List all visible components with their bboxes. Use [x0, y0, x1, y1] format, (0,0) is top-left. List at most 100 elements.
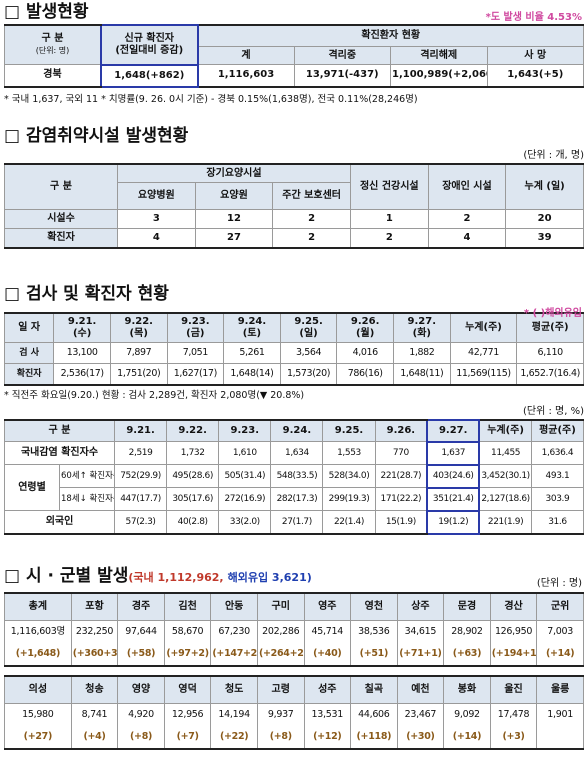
data-row: 확진자 2,536(17) 1,751(20) 1,627(17) 1,648(14) 1…	[3, 363, 584, 386]
date: 9.21.	[67, 316, 97, 327]
region-name: 청도	[210, 675, 258, 704]
data-cell: 42,771	[449, 342, 518, 364]
weekday: (월)	[355, 328, 375, 339]
data-row: 외국인 57(2.3) 40(2.8) 33(2.0) 27(1.7) 22(1.4) 15…	[4, 509, 585, 535]
region-total: 9,937	[256, 703, 305, 726]
region-total: 4,920	[117, 703, 165, 726]
total-row: 1,116,603명 232,250 97,644 58,670 67,230 202,2…	[4, 620, 584, 643]
date: 9.25.	[294, 316, 323, 327]
data-cell: 33(2.0)	[218, 510, 272, 535]
weekday: (목)	[129, 328, 148, 339]
data-cell: 15(1.9)	[374, 510, 428, 535]
region-name: 울릉	[536, 675, 584, 704]
subheader-cell: 요양병원	[117, 182, 196, 210]
data-cell: 2	[427, 209, 507, 229]
facility-table: 구 분 장기요양시설 정신 건강시설 장애인 시설 누계 (일) 요양병원 요양원 주간 보호…	[4, 163, 584, 249]
page: □ 발생현황 *도 발생 비율 4.53% 구 분 (단위: 명) 신규 확진자 (전일대…	[3, 2, 585, 750]
region-name: 예천	[396, 675, 445, 704]
data-cell: 40(2.8)	[166, 510, 220, 535]
region-change: (+12)	[303, 726, 352, 750]
date-header: 9.21. (수)	[53, 312, 111, 343]
data-cell: 1,627(17)	[166, 363, 225, 386]
data-cell: 282(17.3)	[270, 487, 324, 511]
weekday: (일)	[299, 328, 318, 339]
weekday: (토)	[242, 328, 262, 339]
region-total: 12,956	[163, 703, 212, 726]
region-change: (+147+2)	[210, 643, 258, 667]
header-cell: 9.24.	[270, 419, 324, 442]
data-cell: 752(29.9)	[113, 464, 168, 488]
name-row: 총계 포항 경주 김천 안동 구미 영주 영천 상주 문경 경산 군위	[4, 592, 584, 621]
date-header: 9.25. (일)	[279, 312, 338, 343]
overseas-count: 해외유입 3,621)	[227, 571, 312, 584]
data-cell: 7,897	[109, 342, 168, 364]
data-cell: 2	[349, 228, 429, 249]
title-text: □ 발생현황	[4, 2, 89, 22]
section-title: □ 감염취약시설 발생현황	[4, 124, 584, 148]
header-cell: 장애인 시설	[427, 163, 507, 210]
data-cell: 221(1.9)	[478, 510, 532, 535]
data-cell: 19(1.2)	[426, 509, 481, 535]
header-cell: 장기요양시설	[117, 163, 351, 183]
data-cell: 1,882	[392, 342, 451, 364]
region-change	[536, 726, 584, 750]
header-text: 신규 확진자	[124, 32, 174, 44]
overseas-note: * ( )해외유입	[523, 308, 582, 319]
region-table: 의성 청송 영양 영덕 청도 고령 성주 칠곡 예천 봉화 울진 울릉 15,980 8,741 4,920…	[4, 675, 584, 750]
header-cell: 9.23.	[218, 419, 272, 442]
header-cell: 일 자	[3, 312, 55, 343]
region-total: 14,194	[210, 703, 258, 726]
data-cell: 495(28.6)	[166, 464, 220, 488]
subheader-cell: 요양원	[194, 182, 274, 210]
region-name: 울진	[489, 675, 538, 704]
data-cell: 403(24.6)	[426, 463, 481, 489]
region-total: 44,606	[350, 703, 398, 726]
data-cell: 1,116,603	[197, 64, 295, 88]
region-change: (+97+2)	[163, 643, 212, 667]
region-total: 126,950	[489, 620, 538, 643]
data-cell: 528(34.0)	[322, 464, 376, 488]
header-text: 구 분	[41, 33, 64, 44]
data-cell: 1,732	[166, 441, 220, 465]
change-row: (+27) (+4) (+8) (+7) (+22) (+8) (+12) (+118) (+3…	[4, 726, 584, 750]
group-label: 연령별	[4, 464, 60, 511]
region-name: 영덕	[163, 675, 212, 704]
title-text: □ 감염취약시설 발생현황	[4, 126, 189, 146]
unit: (단위 : 명)	[536, 578, 582, 589]
change-row: (+1,648) (+360+3) (+58) (+97+2) (+147+2) (+26…	[4, 643, 584, 667]
data-cell: 13,971(-437)	[293, 64, 391, 88]
data-cell: 1,648(14)	[223, 363, 281, 386]
data-cell: 299(19.3)	[322, 487, 376, 511]
region-change: (+360+3)	[70, 643, 119, 667]
ratio-note: *도 발생 비율 4.53%	[485, 12, 582, 23]
data-cell: 1,648(+862)	[100, 63, 199, 88]
region-change: (+264+2)	[256, 643, 305, 667]
total-row: 15,980 8,741 4,920 12,956 14,194 9,937 13,531 4…	[4, 703, 584, 726]
region-change: (+71+1)	[396, 643, 445, 667]
row-label: 60세↑ 확진자수(%)	[59, 464, 115, 488]
region-change: (+40)	[303, 643, 352, 667]
header-cell: 9.27.	[426, 419, 481, 443]
header-cell: 9.22.	[166, 419, 220, 442]
footnote: * 직전주 화요일(9.20.) 현황 : 검사 2,289건, 확진자 2,0…	[4, 390, 305, 401]
data-cell: 2,519	[113, 441, 168, 465]
date-header: 9.26. (월)	[336, 312, 394, 343]
row-label: 18세↓ 확진자수(%)	[59, 487, 115, 511]
data-cell: 1,553	[322, 441, 376, 465]
region-name: 김천	[163, 592, 212, 621]
subheader-cell: 계	[197, 46, 295, 65]
date: 9.23.	[181, 316, 210, 327]
data-row: 국내감염 확진자수 2,519 1,732 1,610 1,634 1,553 770 1,6…	[4, 440, 585, 466]
data-cell: 5,261	[223, 342, 281, 364]
unit: (단위 : 명, %)	[523, 406, 584, 417]
title-text: □ 검사 및 확진자 현황	[4, 284, 169, 304]
region-name: 군위	[536, 592, 584, 621]
data-cell: 272(16.9)	[218, 487, 272, 511]
region-name: 구미	[256, 592, 305, 621]
header-cell: 확진환자 현황	[197, 24, 584, 47]
data-cell: 1,610	[218, 441, 272, 465]
data-cell: 1	[349, 209, 429, 229]
region-total: 17,478	[489, 703, 538, 726]
data-cell: 447(17.7)	[113, 487, 168, 511]
region-name: 성주	[303, 675, 352, 704]
